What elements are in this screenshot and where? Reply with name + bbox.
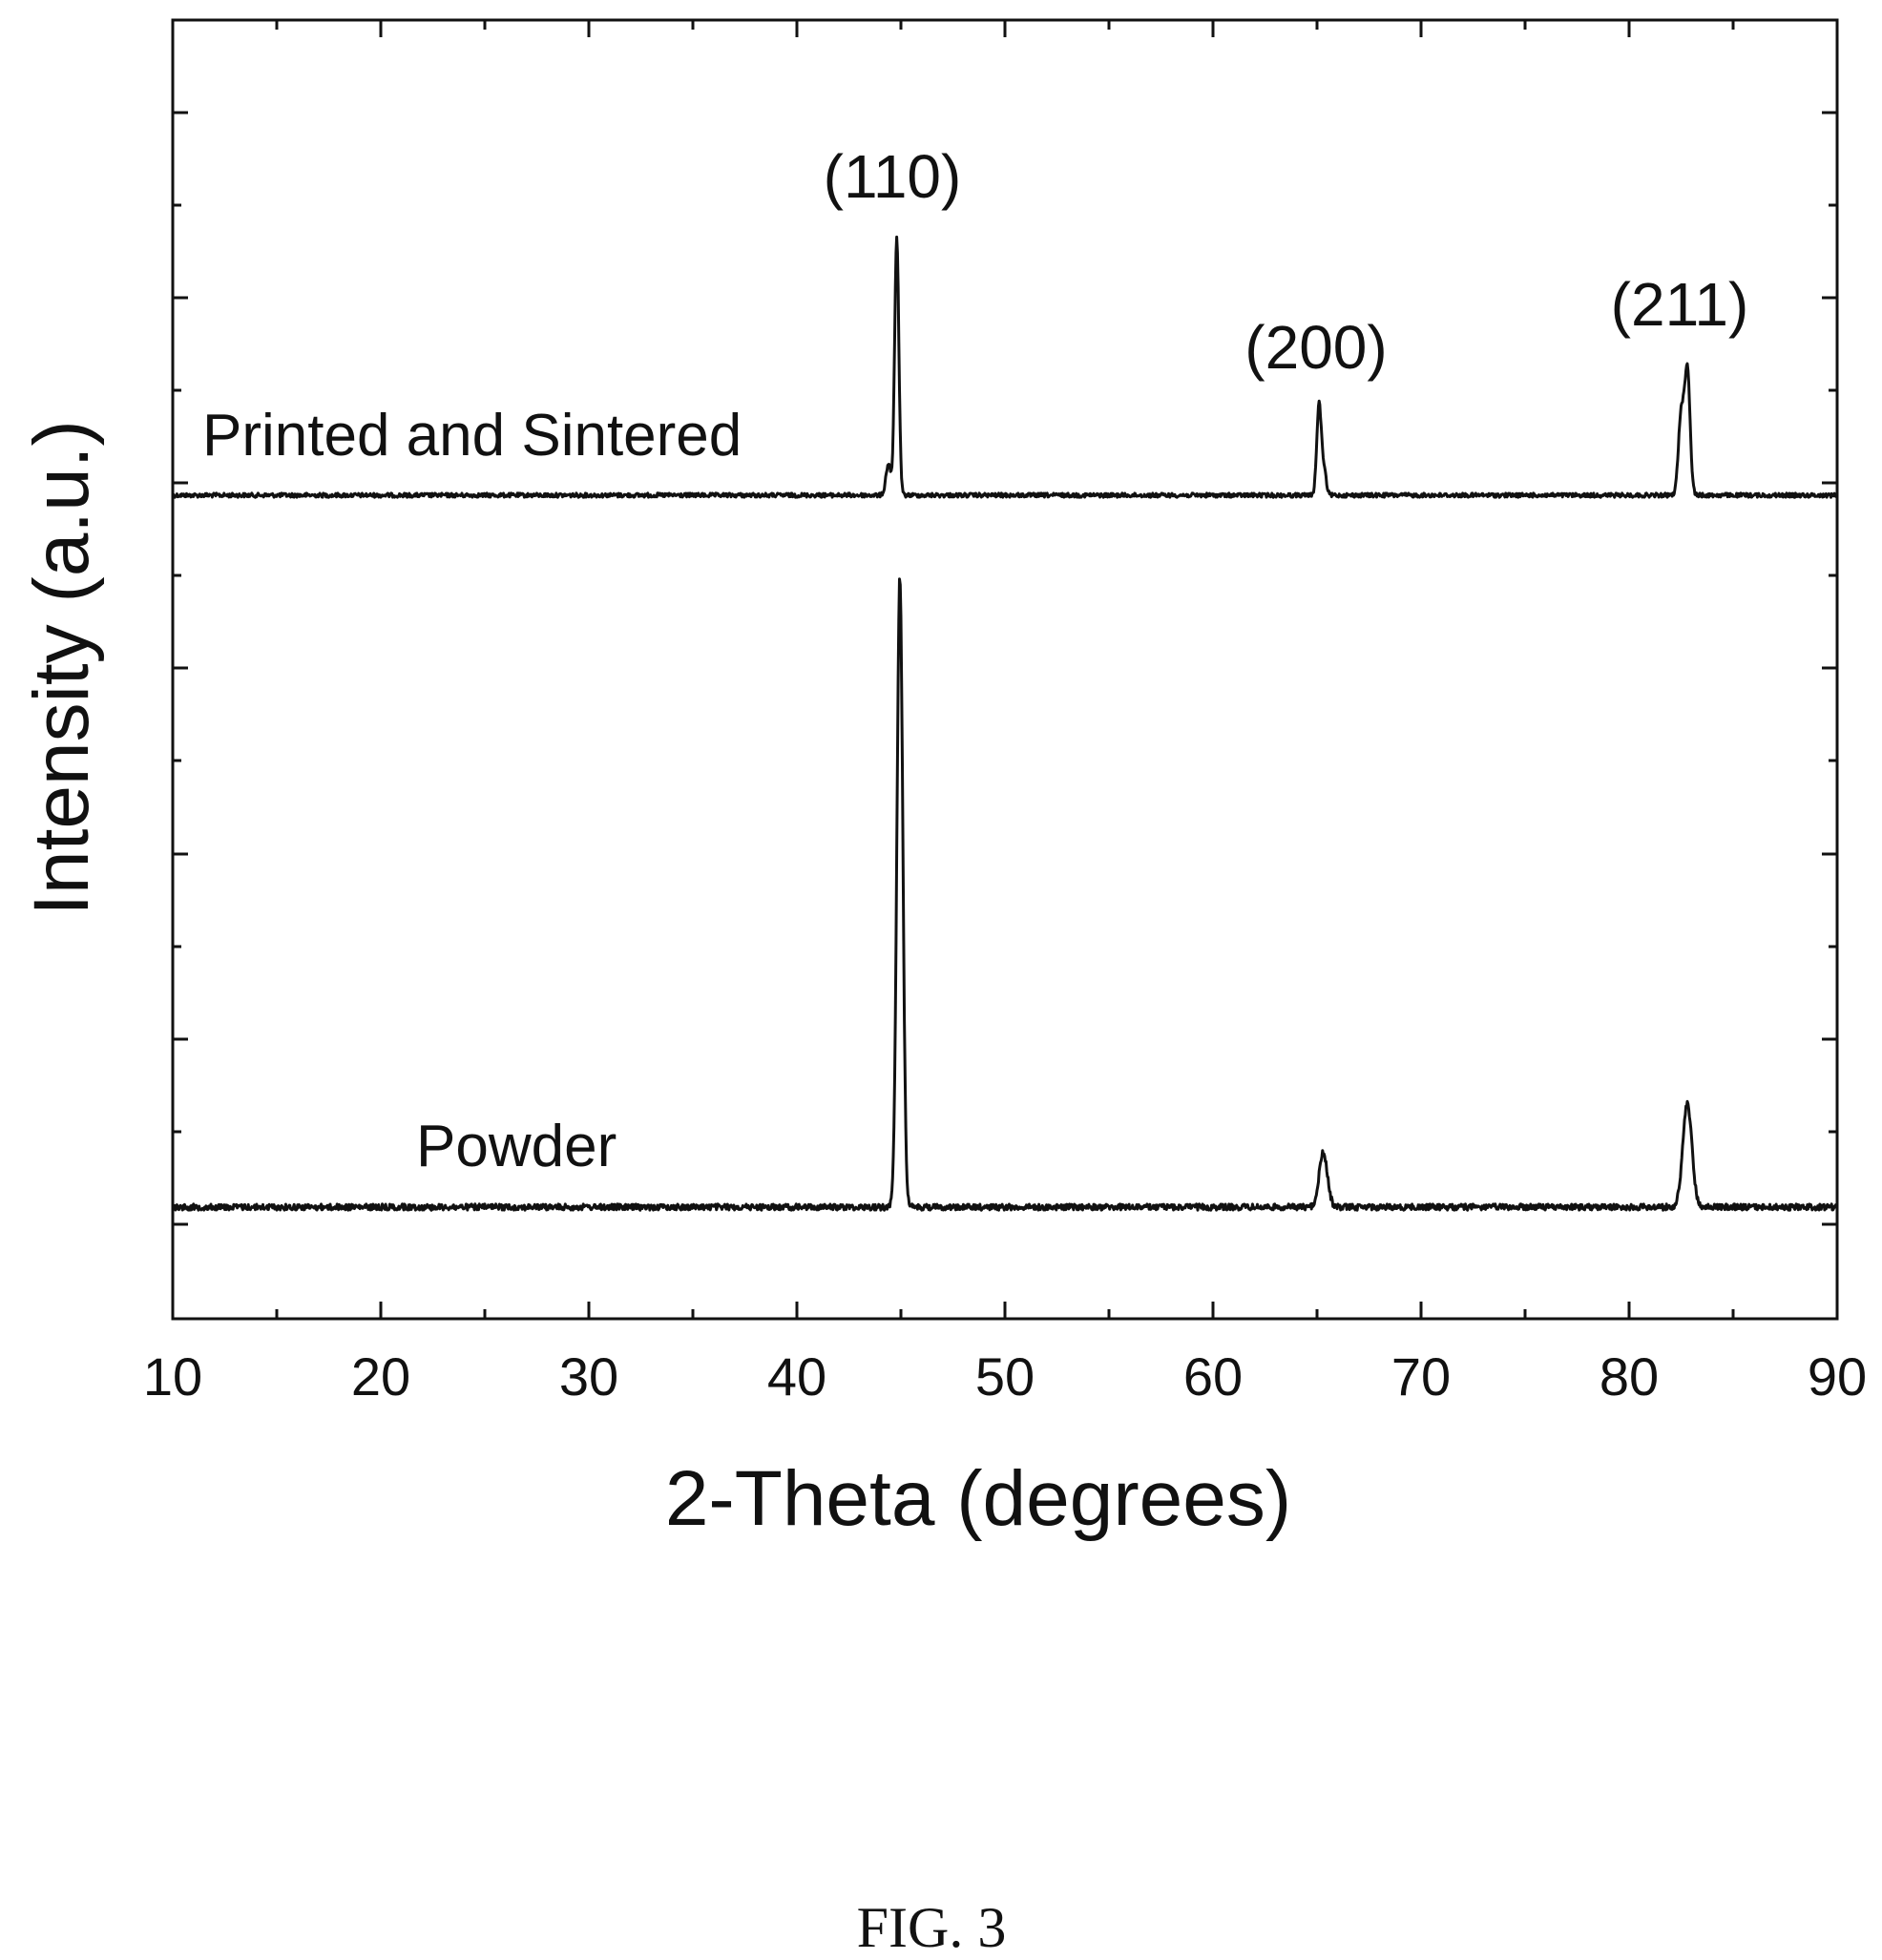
x-tick-label: 60 [1183, 1346, 1243, 1407]
x-tick-label: 40 [767, 1346, 826, 1407]
x-tick-label: 10 [143, 1346, 202, 1407]
y-axis-label: Intensity (a.u.) [18, 420, 105, 916]
x-tick-label: 30 [559, 1346, 618, 1407]
peak-label-211: (211) [1611, 270, 1749, 339]
x-tick-label: 70 [1391, 1346, 1451, 1407]
x-axis-label: 2-Theta (degrees) [665, 1455, 1291, 1542]
x-tick-label: 80 [1600, 1346, 1659, 1407]
series-label-powder: Powder [416, 1114, 617, 1179]
peak-label-110: (110) [824, 142, 962, 211]
x-tick-label: 50 [975, 1346, 1035, 1407]
peak-label-200: (200) [1244, 313, 1387, 382]
x-tick-label: 90 [1808, 1346, 1867, 1407]
x-tick-label: 20 [351, 1346, 410, 1407]
figure-caption: FIG. 3 [857, 1896, 1007, 1959]
x-tick-labels: 10 20 30 40 50 60 70 80 90 [143, 1346, 1867, 1407]
series-label-printed-and-sintered: Printed and Sintered [202, 403, 742, 469]
